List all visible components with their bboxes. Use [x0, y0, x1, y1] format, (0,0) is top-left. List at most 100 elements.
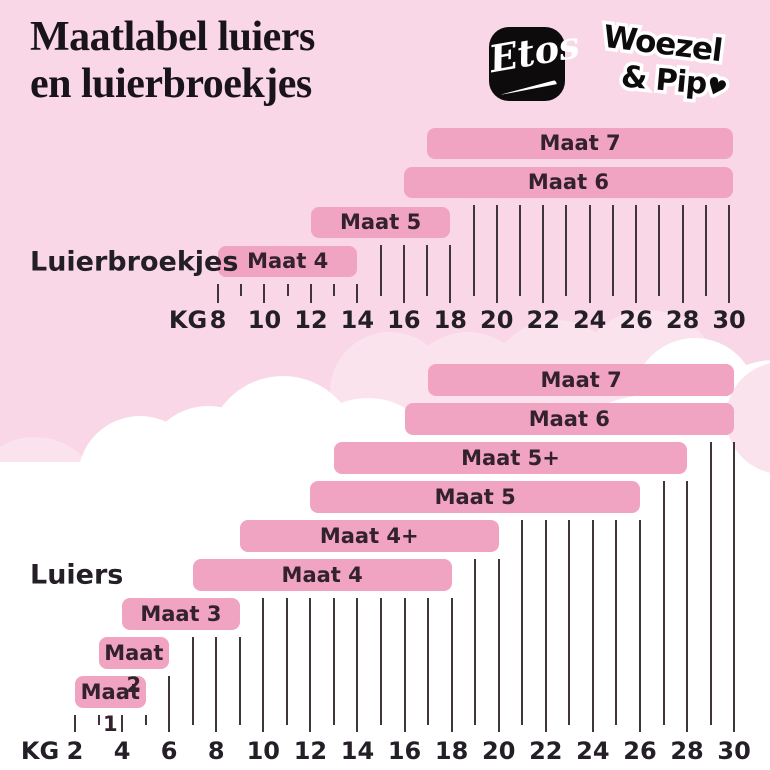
axis-tick-20kg	[497, 559, 500, 732]
axis-tick-19kg	[474, 559, 477, 725]
etos-logo-text: Etos	[485, 22, 583, 82]
axis-tick-12kg	[309, 598, 312, 732]
axis-label-22kg: 22	[529, 737, 563, 765]
axis-label-24kg: 24	[576, 737, 610, 765]
axis-tick-13kg	[333, 284, 336, 296]
axis-label-16kg: 16	[387, 306, 421, 334]
axis-tick-29kg	[704, 205, 707, 296]
axis-label-16kg: 16	[387, 737, 422, 765]
axis-tick-18kg	[449, 244, 452, 303]
woezel-logo-line2-text: & Pip	[616, 56, 711, 105]
axis-tick-27kg	[658, 205, 661, 296]
axis-label-18kg: 18	[433, 306, 467, 334]
size-range-bar-maat-4: Maat 4	[192, 559, 452, 591]
axis-tick-10kg	[262, 598, 265, 732]
axis-tick-6kg	[168, 676, 171, 732]
axis-tick-3kg	[97, 715, 100, 725]
axis-tick-22kg	[542, 205, 545, 303]
size-range-bar-maat-6: Maat 6	[403, 167, 734, 198]
axis-tick-14kg	[356, 598, 359, 732]
axis-label-22kg: 22	[526, 306, 560, 334]
axis-tick-22kg	[544, 520, 547, 732]
axis-label-12kg: 12	[293, 737, 328, 765]
axis-tick-8kg	[217, 284, 219, 303]
axis-tick-9kg	[238, 637, 241, 725]
axis-label-10kg: 10	[247, 306, 282, 334]
axis-tick-25kg	[615, 520, 618, 725]
axis-tick-23kg	[565, 205, 568, 296]
size-range-bar-maat-4+: Maat 4+	[239, 520, 499, 552]
axis-unit-label: KG	[168, 306, 208, 334]
axis-unit-label: KG	[20, 737, 60, 765]
axis-label-10kg: 10	[246, 737, 281, 765]
size-range-bar-maat-1: Maat 1	[75, 676, 146, 736]
axis-tick-10kg	[263, 284, 266, 303]
axis-tick-26kg	[638, 520, 641, 732]
axis-label-12kg: 12	[294, 306, 328, 334]
axis-tick-30kg	[733, 442, 736, 732]
axis-tick-24kg	[588, 205, 591, 303]
axis-tick-18kg	[450, 598, 453, 732]
axis-tick-12kg	[309, 284, 312, 303]
axis-tick-15kg	[379, 244, 382, 296]
axis-tick-7kg	[191, 637, 194, 725]
axis-tick-11kg	[286, 284, 289, 296]
axis-tick-24kg	[591, 520, 594, 732]
page-title-line1: Maatlabel luiers	[30, 14, 315, 60]
axis-tick-19kg	[472, 205, 475, 296]
axis-tick-23kg	[568, 520, 571, 725]
axis-label-26kg: 26	[623, 737, 657, 765]
axis-label-8kg: 8	[209, 306, 227, 334]
axis-tick-27kg	[662, 481, 665, 725]
axis-tick-28kg	[686, 481, 689, 732]
axis-label-6kg: 6	[160, 737, 178, 765]
axis-tick-2kg	[74, 715, 76, 732]
axis-tick-9kg	[240, 284, 243, 296]
axis-label-20kg: 20	[482, 737, 516, 765]
axis-label-28kg: 28	[665, 306, 700, 334]
axis-tick-17kg	[426, 244, 429, 296]
axis-tick-26kg	[635, 205, 638, 303]
axis-tick-30kg	[728, 205, 731, 303]
axis-tick-17kg	[427, 598, 430, 725]
woezel-pip-logo: Woezel & Pip♥	[597, 15, 757, 112]
size-range-bar-maat-3: Maat 3	[122, 598, 240, 630]
size-range-bar-maat-2: Maat 2	[98, 637, 170, 697]
axis-label-30kg: 30	[717, 737, 751, 765]
axis-label-2kg: 2	[66, 737, 84, 765]
axis-label-24kg: 24	[572, 306, 607, 334]
size-range-bar-maat-7: Maat 7	[428, 364, 735, 396]
axis-label-20kg: 20	[480, 306, 514, 334]
axis-label-4kg: 4	[113, 737, 131, 765]
axis-label-30kg: 30	[712, 306, 746, 334]
axis-tick-25kg	[611, 205, 614, 296]
axis-label-8kg: 8	[207, 737, 225, 765]
axis-tick-13kg	[332, 598, 335, 725]
axis-label-28kg: 28	[670, 737, 704, 765]
size-range-bar-maat-7: Maat 7	[427, 127, 734, 159]
page-title-line2: en luierbroekjes	[30, 61, 312, 107]
etos-logo: Etos	[485, 22, 583, 101]
axis-label-18kg: 18	[434, 737, 469, 765]
etos-swoosh-icon	[498, 80, 557, 95]
page-title: Maatlabel luiers en luierbroekjes	[30, 14, 315, 108]
axis-label-26kg: 26	[619, 306, 653, 334]
axis-label-14kg: 14	[340, 306, 375, 334]
axis-tick-8kg	[215, 637, 218, 732]
axis-tick-28kg	[681, 205, 684, 303]
axis-label-14kg: 14	[340, 737, 375, 765]
axis-tick-20kg	[495, 205, 498, 303]
axis-tick-21kg	[521, 520, 524, 725]
axis-tick-29kg	[709, 442, 712, 725]
axis-tick-16kg	[403, 598, 406, 732]
section-label-luierbroekjes: Luierbroekjes	[30, 246, 239, 277]
axis-tick-5kg	[144, 715, 147, 725]
size-range-bar-maat-4: Maat 4	[218, 246, 358, 277]
axis-tick-15kg	[380, 598, 383, 725]
section-label-luiers: Luiers	[30, 559, 124, 591]
axis-tick-4kg	[121, 715, 124, 732]
axis-tick-11kg	[285, 598, 288, 725]
axis-tick-21kg	[518, 205, 521, 296]
woezel-logo-line1: Woezel	[598, 15, 728, 72]
